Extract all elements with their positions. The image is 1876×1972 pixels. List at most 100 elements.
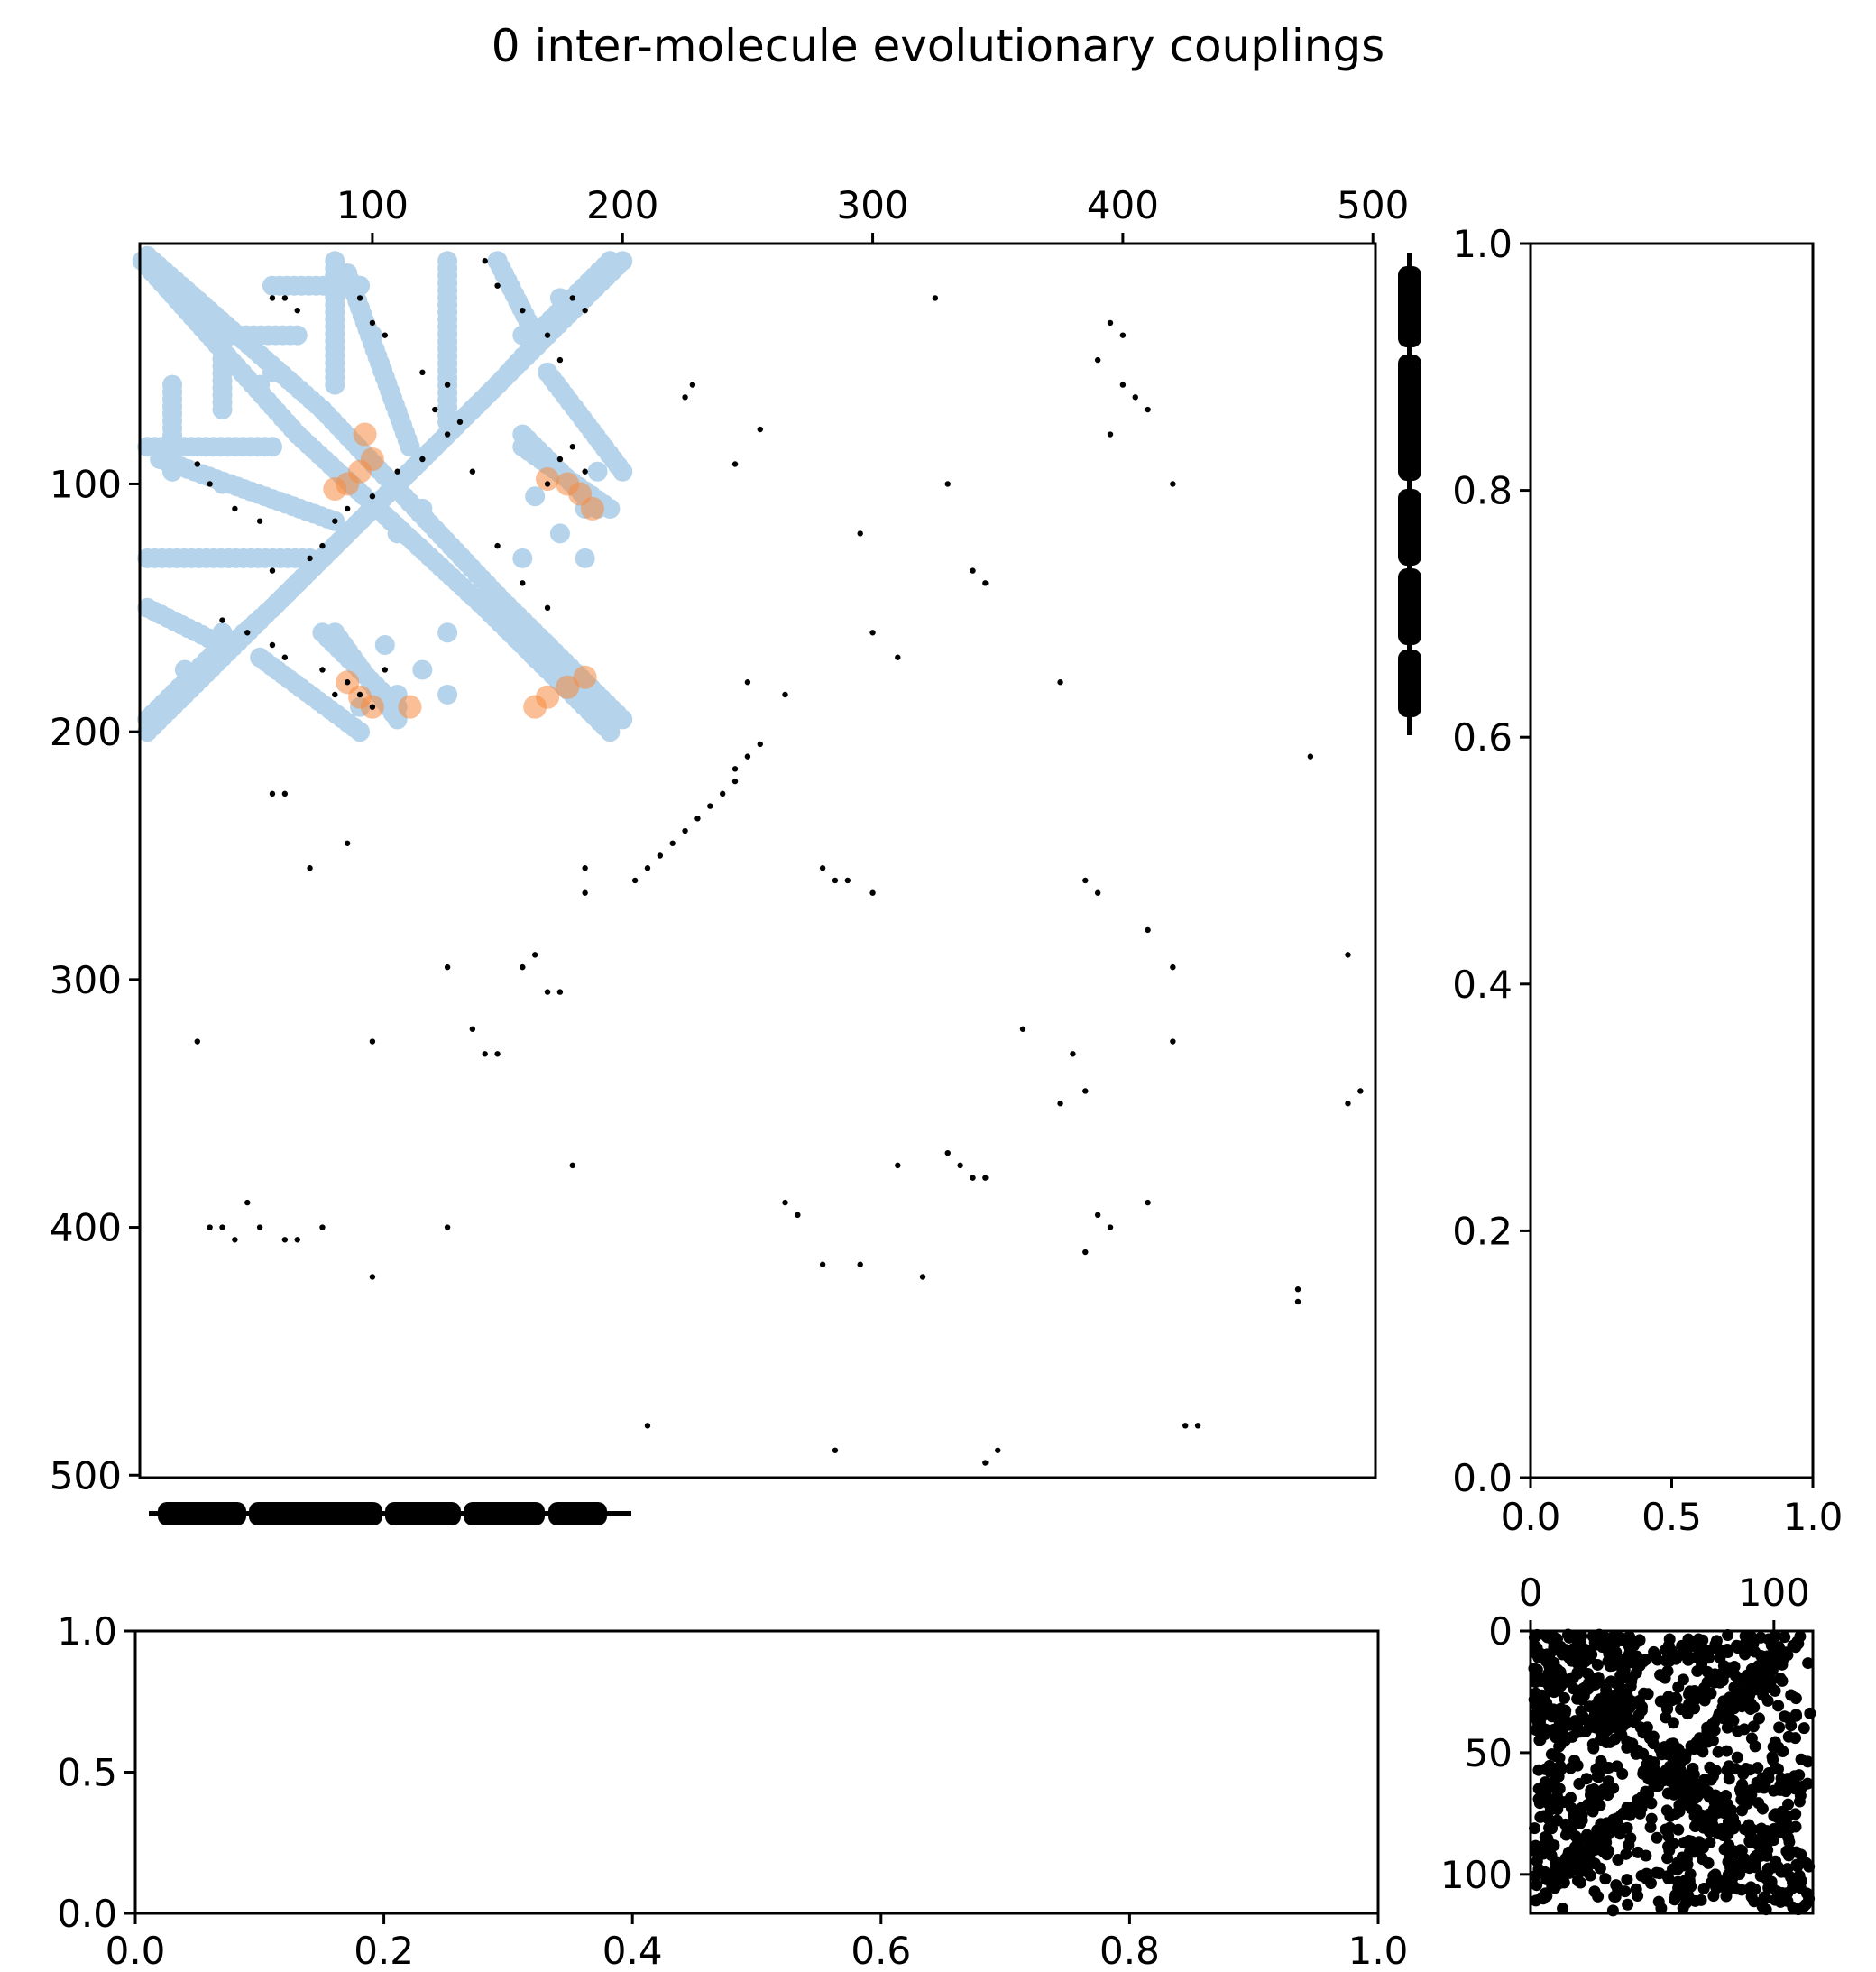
inset-points [1528, 1628, 1816, 1917]
coupling-point [353, 422, 377, 447]
inset-point [1550, 1633, 1563, 1645]
ec-point [556, 456, 564, 463]
inset-point [1585, 1647, 1597, 1660]
inset-point [1788, 1873, 1800, 1885]
y-tick-label: 100 [50, 462, 122, 506]
inset-point [1537, 1848, 1550, 1860]
inset-point [1719, 1667, 1732, 1680]
inset-point [1701, 1676, 1714, 1689]
inset-point [1752, 1660, 1765, 1673]
ec-point [556, 989, 564, 995]
contact-point [600, 251, 621, 272]
inset-point [1705, 1774, 1717, 1786]
inset-point [1758, 1891, 1770, 1903]
ec-point [307, 865, 313, 871]
ec-point [1107, 319, 1114, 327]
inset-point [1537, 1893, 1550, 1905]
inset-point [1574, 1876, 1586, 1889]
inset-point [1645, 1812, 1658, 1825]
ec-point [569, 444, 575, 450]
inset-point [1765, 1682, 1778, 1694]
inset-point [1723, 1760, 1735, 1773]
x-tick-label: 500 [1337, 183, 1409, 227]
ec-point [1294, 1286, 1301, 1293]
inset-point [1792, 1637, 1805, 1650]
secondary-structure-track-right [1398, 253, 1421, 735]
ec-point [757, 426, 763, 433]
contact-point [437, 622, 458, 643]
contact-point [612, 461, 633, 482]
inset-point [1665, 1645, 1678, 1657]
inset-point [1761, 1650, 1773, 1663]
y-tick-label: 400 [50, 1206, 122, 1250]
ec-point [669, 840, 676, 846]
contact-point [587, 461, 608, 482]
inset-point [1769, 1736, 1781, 1748]
ec-point [520, 307, 526, 314]
ec-point [694, 816, 701, 822]
inset-point [1707, 1823, 1720, 1836]
inset-point [1665, 1694, 1678, 1707]
contact-point [137, 709, 158, 730]
inset-point [1673, 1805, 1686, 1818]
ec-point [444, 1224, 451, 1230]
inset-point [1684, 1846, 1697, 1858]
inset-point [1743, 1764, 1756, 1776]
inset-point [1667, 1717, 1679, 1729]
ec-point [232, 1237, 238, 1243]
inset-point [1550, 1750, 1562, 1763]
ec-point [1057, 1101, 1063, 1107]
inset-point [1748, 1700, 1761, 1713]
ec-point [970, 1175, 976, 1181]
inset-point [1567, 1820, 1579, 1832]
contact-point [575, 548, 595, 568]
inset-ticks: 0 100 0 50 100 [1440, 1571, 1810, 1897]
y-tick-label: 100 [1440, 1853, 1513, 1897]
inset-point [1765, 1831, 1778, 1844]
contact-point [287, 325, 308, 346]
inset-point [1600, 1836, 1613, 1848]
inset-point [1560, 1719, 1573, 1731]
inset-point [1710, 1635, 1723, 1647]
inset-point [1787, 1882, 1799, 1894]
ec-point [469, 468, 476, 475]
ec-point [307, 555, 313, 562]
inset-point [1644, 1820, 1657, 1833]
inset-point [1754, 1823, 1767, 1836]
inset-point [1663, 1633, 1676, 1645]
ec-point [319, 1224, 326, 1230]
ec-point [569, 295, 575, 301]
inset-point [1593, 1676, 1605, 1689]
inset-point [1592, 1890, 1605, 1903]
inset-point [1720, 1890, 1733, 1903]
inset-point [1588, 1792, 1601, 1804]
inset-point [1544, 1765, 1557, 1778]
ec-point [782, 1199, 788, 1206]
inset-point [1636, 1700, 1649, 1713]
inset-point [1607, 1782, 1620, 1794]
ec-point [444, 431, 451, 438]
x-tick-label: 100 [1738, 1571, 1810, 1615]
ec-point [1082, 877, 1089, 884]
ec-point [707, 803, 713, 809]
ec-point [382, 667, 388, 673]
inset-point [1777, 1745, 1789, 1757]
inset-point [1745, 1732, 1758, 1745]
x-tick-label: 100 [336, 183, 409, 227]
ec-point [682, 394, 688, 401]
inset-point [1673, 1769, 1686, 1782]
ec-point [731, 766, 739, 772]
inset-point [1663, 1844, 1676, 1857]
inset-point [1581, 1866, 1594, 1878]
inset-point [1630, 1747, 1642, 1760]
ec-point [520, 580, 526, 586]
inset-point [1589, 1702, 1602, 1715]
inset-point [1553, 1740, 1566, 1753]
inset-point [1602, 1690, 1614, 1702]
ec-point [269, 295, 276, 301]
inset-point [1704, 1761, 1716, 1774]
ec-point [1119, 382, 1127, 388]
ec-point [444, 963, 451, 971]
inset-point [1747, 1720, 1760, 1733]
inset-point [1717, 1695, 1730, 1708]
